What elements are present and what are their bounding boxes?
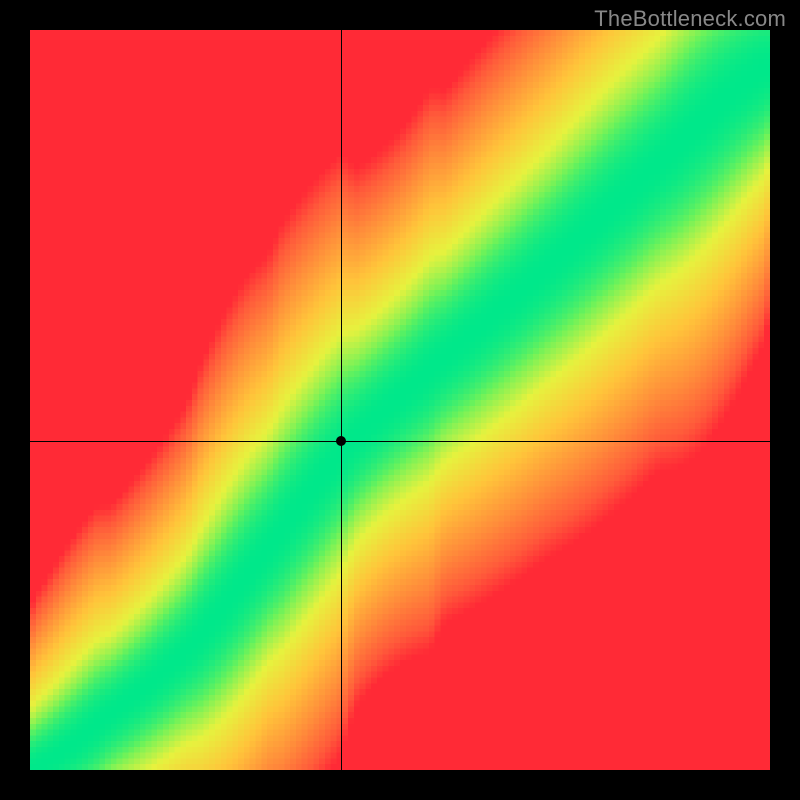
crosshair-marker bbox=[336, 436, 346, 446]
crosshair-horizontal bbox=[30, 441, 770, 442]
crosshair-vertical bbox=[341, 30, 342, 770]
bottleneck-heatmap bbox=[30, 30, 770, 770]
watermark-text: TheBottleneck.com bbox=[594, 6, 786, 32]
chart-frame: TheBottleneck.com bbox=[0, 0, 800, 800]
plot-area bbox=[30, 30, 770, 770]
